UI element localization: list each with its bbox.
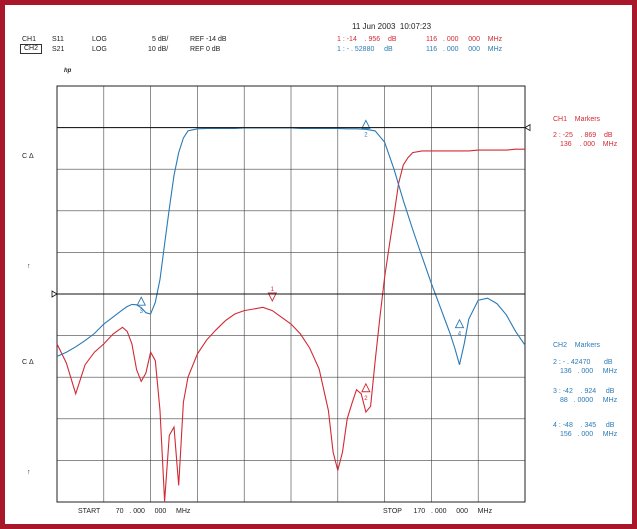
ch1-marker-2-value: 2 : -25 . 869 dB (553, 132, 613, 139)
ch1-trace (56, 148, 525, 502)
ch1-markers-title: CH1 Markers (553, 116, 601, 123)
stop-frequency: STOP 170 . 000 000 MHz (383, 508, 493, 515)
ch2-marker-2-value: 2 : - . 42470 dB (553, 359, 613, 366)
ch2-reference-pointer-icon (524, 123, 531, 132)
timestamp: 11 Jun 2003 10:07:23 (352, 22, 432, 31)
ch2-marker-3-label: 3 (140, 309, 144, 315)
ch2-markers-title: CH2 Markers (553, 342, 601, 349)
ch2-marker-3-icon (136, 296, 146, 306)
ch2-marker-3-value: 3 : -42 . 924 dB (553, 388, 615, 395)
ch1-marker-1-icon (267, 292, 278, 302)
ch1-param: S11 (52, 36, 64, 43)
ch2-ref: REF 0 dB (190, 46, 221, 53)
hp-logo: hp (64, 68, 72, 74)
ch2-param: S21 (52, 46, 65, 53)
ch2-marker-4-icon (454, 318, 465, 329)
start-frequency: START 70 . 000 000 MHz (78, 508, 191, 515)
ch2-marker-freq: 116 . 000 000 MHz (426, 46, 503, 53)
c-delta-label-bottom: C Δ (22, 359, 34, 366)
ch1-ref: REF -14 dB (190, 36, 227, 43)
arrow-up-icon: ↑ (27, 469, 31, 476)
ch2-label[interactable]: CH2 (20, 44, 43, 54)
ch2-marker-2-icon (361, 119, 371, 129)
ch1-marker-readout: 1 : -14 . 956 dB (337, 36, 397, 43)
ch2-scale: 10 dB/ (148, 46, 169, 53)
ch1-label[interactable]: CH1 (22, 36, 37, 43)
ch1-marker-freq: 116 . 000 000 MHz (426, 36, 503, 43)
ch1-marker-1-label: 1 (271, 287, 275, 293)
arrow-up-icon: ↑ (27, 263, 31, 270)
ch2-marker-2-freq: 136 . 000 MHz (560, 368, 618, 375)
ch2-marker-2-label: 2 (364, 132, 368, 138)
ch2-format: LOG (92, 46, 107, 53)
ch1-scale: 5 dB/ (152, 36, 169, 43)
ch1-reference-pointer-icon (51, 290, 58, 298)
ch1-marker-2-label: 2 (364, 396, 368, 402)
ch2-marker-4-label: 4 (458, 332, 462, 338)
ch1-format: LOG (92, 36, 107, 43)
ch1-marker-2-icon (361, 382, 371, 393)
ch2-marker-4-freq: 156 . 000 MHz (560, 431, 618, 438)
ch2-marker-4-value: 4 : -48 . 345 dB (553, 422, 615, 429)
ch2-marker-readout: 1 : - . 52880 dB (337, 46, 393, 53)
ch2-marker-3-freq: 88 . 0000 MHz (560, 397, 618, 404)
c-delta-label-top: C Δ (22, 153, 34, 160)
ch1-marker-2-freq: 136 . 000 MHz (560, 141, 618, 148)
